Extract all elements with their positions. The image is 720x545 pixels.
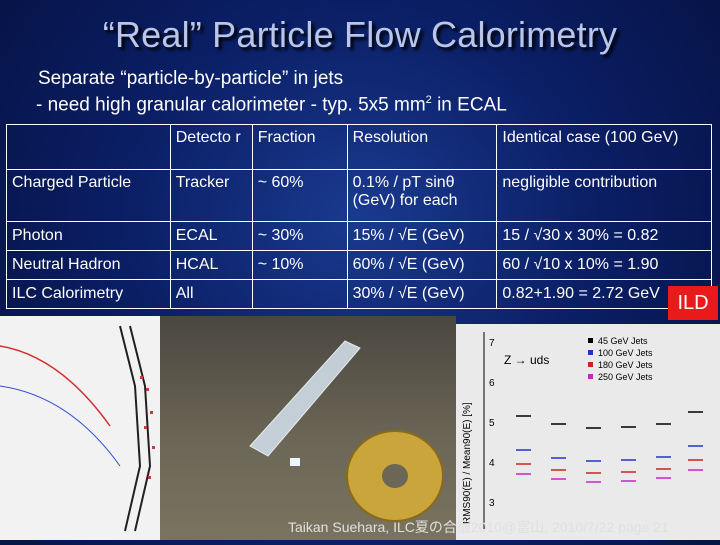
small-crystal (290, 458, 300, 466)
table-cell: 60 / √10 x 10% = 1.90 (496, 250, 712, 280)
calorimeter-photo (0, 316, 456, 540)
table-cell: Tracker (169, 169, 253, 222)
table-header-row: Detecto r Fraction Resolution Identical … (6, 124, 712, 170)
resolution-table: Detecto r Fraction Resolution Identical … (6, 124, 712, 309)
table-cell: All (169, 279, 253, 309)
slide-title: “Real” Particle Flow Calorimetry (102, 14, 618, 55)
table-row: Photon ECAL ~ 30% 15% / √E (GeV) 15 / √3… (6, 221, 712, 251)
detector-boundary (129, 325, 152, 532)
table-cell: negligible contribution (496, 169, 712, 222)
table-cell: 60% / √E (GeV) (346, 250, 498, 280)
header-cell (6, 124, 171, 170)
table-cell: Charged Particle (6, 169, 171, 222)
y-tick-label: 7 (489, 338, 495, 349)
header-cell: Identical case (100 GeV) (496, 124, 712, 170)
header-cell: Detecto r (169, 124, 253, 170)
y-tick-label: 4 (489, 458, 495, 469)
coin-hole (382, 464, 408, 488)
table-cell: Neutral Hadron (6, 250, 171, 280)
legend-label: 180 GeV Jets (598, 360, 653, 370)
table-cell: 0.1% / pT sinθ (GeV) for each (346, 169, 498, 222)
table-cell: ~ 30% (251, 221, 348, 251)
photo-illustration (0, 316, 444, 540)
table-cell: ~ 60% (251, 169, 348, 222)
subtitle-line-2: - need high granular calorimeter - typ. … (36, 94, 507, 116)
legend-label: 250 GeV Jets (598, 372, 653, 382)
legend-marker (588, 362, 593, 367)
y-tick-label: 5 (489, 418, 495, 429)
legend-marker (588, 338, 593, 343)
track-line (0, 345, 111, 427)
table-row: Neutral Hadron HCAL ~ 10% 60% / √E (GeV)… (6, 250, 712, 280)
y-tick-label: 6 (489, 378, 495, 389)
y-tick-label: 3 (489, 498, 495, 509)
slide-footer: Taikan Suehara, ILC夏の合宿2010@富山, 2010/7/2… (288, 519, 669, 535)
table-cell: ~ 10% (251, 250, 348, 280)
table-cell: 15 / √30 x 30% = 0.82 (496, 221, 712, 251)
table-cell: ILC Calorimetry (6, 279, 171, 309)
subtitle-line-1: Separate “particle-by-particle” in jets (38, 68, 344, 89)
crystal-bar (249, 340, 361, 457)
plot-canvas: 7 6 5 4 3 RMS90(E) / Mean90(E) [%] Z → u… (456, 324, 720, 540)
ild-badge: ILD (668, 286, 718, 320)
hit-cluster (140, 376, 155, 479)
table-cell: 15% / √E (GeV) (346, 221, 498, 251)
table-cell: Photon (6, 221, 171, 251)
header-cell: Fraction (251, 124, 348, 170)
plot-label: Z → uds (504, 353, 549, 367)
table-cell (251, 279, 348, 309)
plot-y-label: RMS90(E) / Mean90(E) [%] (462, 402, 473, 524)
table-row: ILC Calorimetry All 30% / √E (GeV) 0.82+… (6, 279, 712, 309)
table-cell: HCAL (169, 250, 253, 280)
track-line (0, 385, 121, 467)
plot-legend: 45 GeV Jets 100 GeV Jets 180 GeV Jets 25… (588, 336, 653, 382)
table-cell: 30% / √E (GeV) (346, 279, 498, 309)
table-cell: ECAL (169, 221, 253, 251)
legend-marker (588, 374, 593, 379)
plot-series (516, 411, 703, 483)
legend-label: 100 GeV Jets (598, 348, 653, 358)
table-row: Charged Particle Tracker ~ 60% 0.1% / pT… (6, 169, 712, 222)
detector-boundary (119, 325, 142, 532)
legend-marker (588, 350, 593, 355)
resolution-plot: 7 6 5 4 3 RMS90(E) / Mean90(E) [%] Z → u… (456, 324, 720, 540)
header-cell: Resolution (346, 124, 498, 170)
legend-label: 45 GeV Jets (598, 336, 648, 346)
